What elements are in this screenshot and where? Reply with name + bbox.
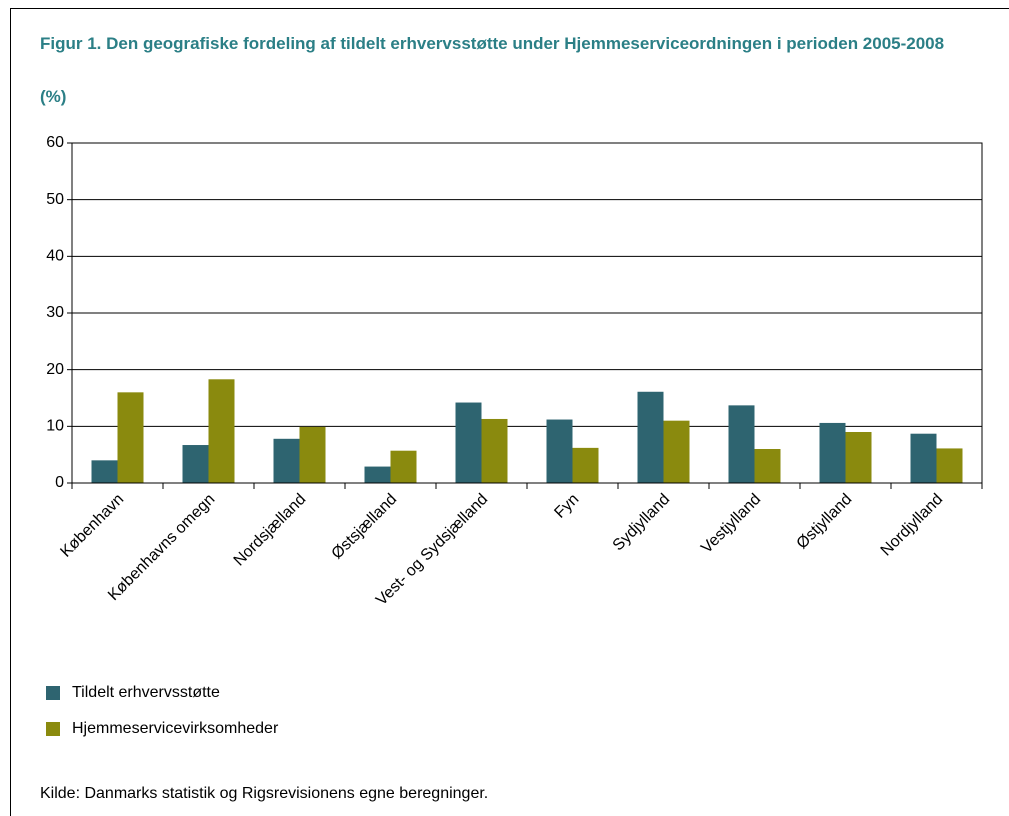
chart-subtitle: (%) [40, 87, 67, 106]
bar [481, 418, 508, 483]
bar [663, 420, 690, 483]
bar [273, 438, 300, 483]
bar [390, 450, 417, 483]
y-tick-label: 60 [46, 134, 64, 151]
y-tick-label: 0 [55, 474, 64, 491]
chart-title: Figur 1. Den geografiske fordeling af ti… [40, 34, 945, 53]
bar [364, 466, 391, 483]
y-tick-label: 10 [46, 418, 64, 435]
bar [455, 402, 482, 483]
x-tick-label: Østjylland [794, 491, 856, 553]
bar [572, 447, 599, 483]
bar [754, 449, 781, 483]
x-tick-label: Vestjylland [698, 491, 764, 557]
bar [299, 426, 326, 483]
y-tick-label: 50 [46, 191, 64, 208]
x-tick-label: Nordsjælland [231, 491, 310, 570]
bar [91, 460, 118, 483]
x-tick-label: Fyn [551, 491, 582, 522]
bar [546, 419, 573, 483]
bar [910, 433, 937, 483]
x-tick-label: København [57, 491, 127, 561]
frame [10, 8, 1009, 816]
legend-label: Tildelt erhvervsstøtte [72, 684, 220, 701]
source-note: Kilde: Danmarks statistik og Rigsrevisio… [40, 785, 488, 802]
bar [819, 422, 846, 483]
y-tick-label: 20 [46, 361, 64, 378]
bar [117, 392, 144, 483]
legend-swatch [46, 722, 60, 736]
bar [208, 379, 235, 483]
bar [936, 448, 963, 483]
legend-label: Hjemmeservicevirksomheder [72, 720, 279, 737]
legend-swatch [46, 686, 60, 700]
bar [182, 445, 209, 483]
x-tick-label: Østsjælland [329, 491, 401, 563]
bar [728, 405, 755, 483]
x-tick-label: Sydjylland [610, 491, 674, 555]
y-tick-label: 30 [46, 304, 64, 321]
bar [637, 391, 664, 483]
x-tick-label: Nordjylland [878, 491, 947, 560]
y-tick-label: 40 [46, 248, 64, 265]
bar [845, 432, 872, 483]
